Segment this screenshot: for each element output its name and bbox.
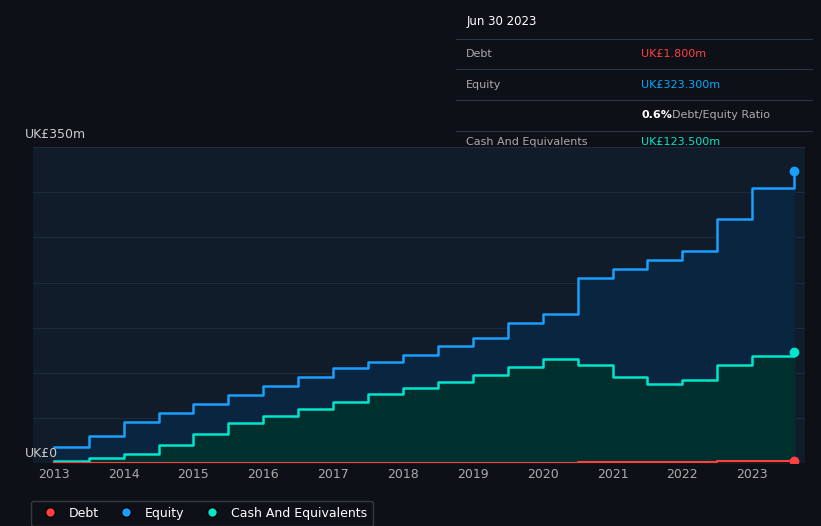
Text: UK£0: UK£0 (25, 447, 58, 460)
Text: UK£323.300m: UK£323.300m (641, 79, 721, 89)
Text: Equity: Equity (466, 79, 502, 89)
Text: UK£350m: UK£350m (25, 128, 86, 141)
Text: Debt/Equity Ratio: Debt/Equity Ratio (672, 110, 770, 120)
Text: Jun 30 2023: Jun 30 2023 (466, 15, 537, 28)
Text: UK£123.500m: UK£123.500m (641, 137, 721, 147)
Text: UK£1.800m: UK£1.800m (641, 49, 707, 59)
Text: Cash And Equivalents: Cash And Equivalents (466, 137, 588, 147)
Text: Debt: Debt (466, 49, 493, 59)
Text: 0.6%: 0.6% (641, 110, 672, 120)
Legend: Debt, Equity, Cash And Equivalents: Debt, Equity, Cash And Equivalents (31, 501, 374, 526)
